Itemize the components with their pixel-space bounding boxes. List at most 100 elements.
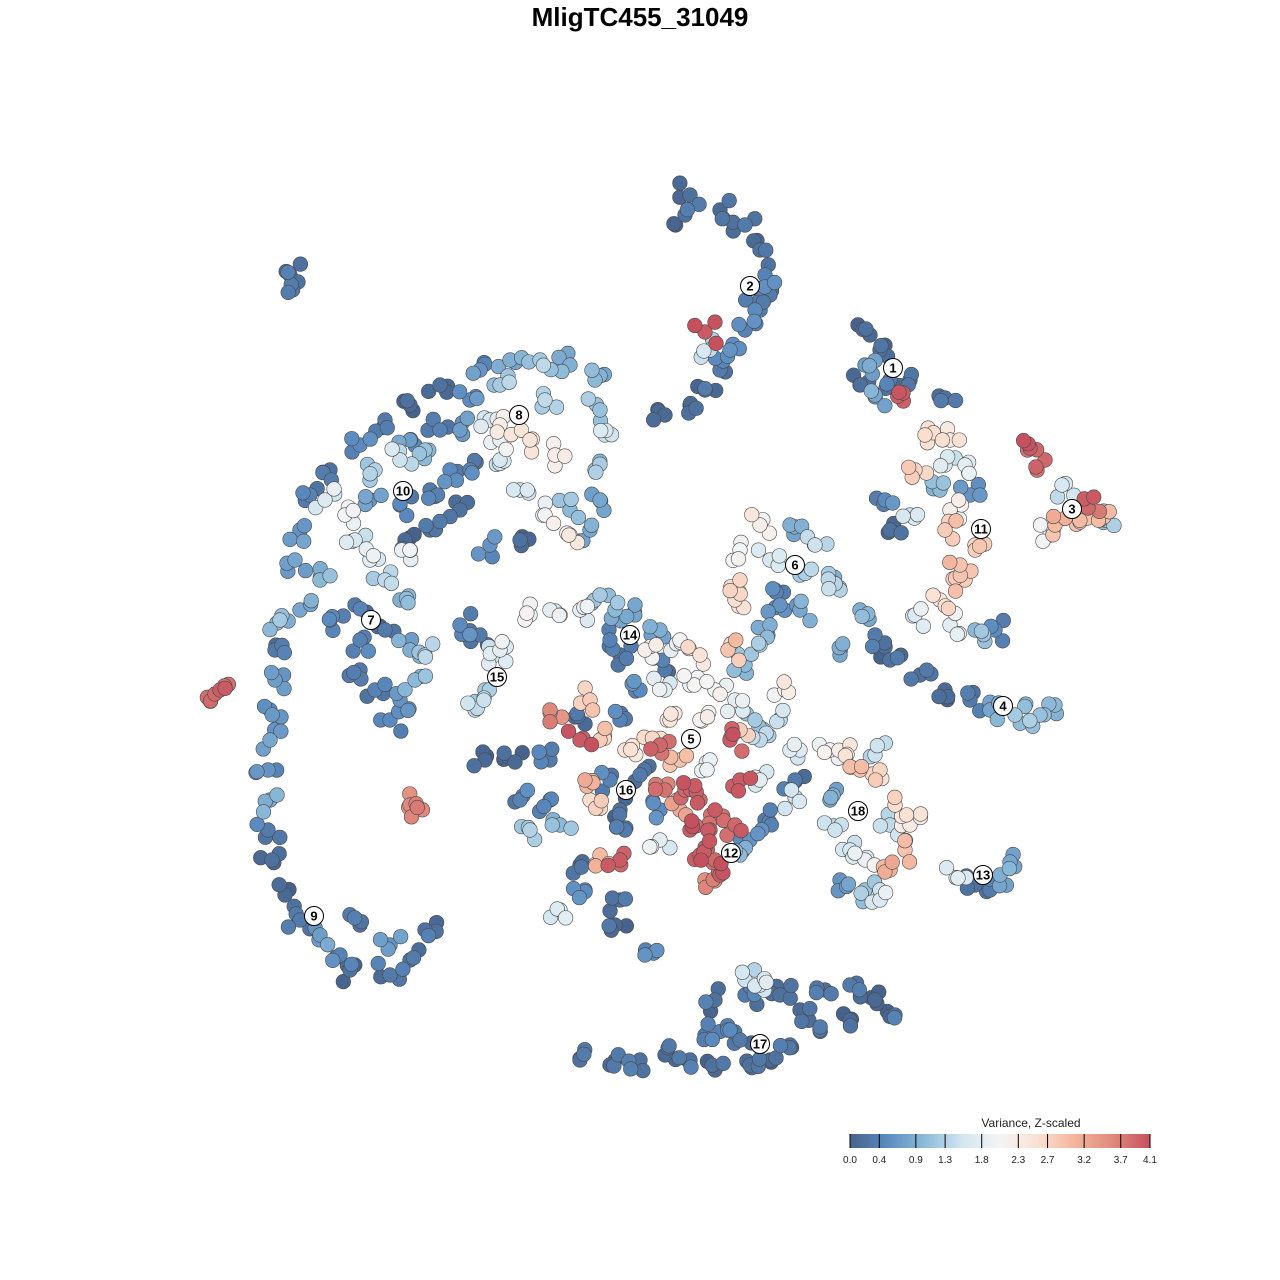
data-point (249, 816, 265, 832)
data-point (626, 673, 642, 690)
data-point (271, 877, 287, 893)
data-point (750, 826, 766, 842)
data-point (487, 529, 503, 545)
data-point (671, 1050, 687, 1066)
data-point (950, 870, 966, 886)
data-point (1017, 698, 1033, 715)
data-point (725, 726, 741, 742)
colorbar (850, 1134, 1150, 1148)
data-point (535, 357, 552, 373)
data-point (452, 422, 468, 438)
data-point (466, 758, 482, 774)
data-point (913, 601, 929, 617)
data-point (940, 600, 957, 616)
data-point (1086, 489, 1102, 505)
data-point (708, 335, 724, 351)
cluster-label-7: 7 (361, 610, 381, 630)
chart-title: MligTC455_31049 (531, 2, 749, 32)
data-point (320, 937, 336, 953)
data-point (611, 806, 628, 823)
cluster-label-text: 8 (515, 408, 522, 423)
data-point (897, 833, 913, 849)
data-point (802, 1001, 818, 1017)
data-point (699, 674, 715, 690)
cluster-label-9: 9 (304, 906, 324, 926)
cluster-label-badge (973, 865, 993, 885)
data-point (678, 748, 695, 764)
data-point (878, 885, 894, 901)
data-point (701, 833, 718, 849)
data-point (933, 458, 949, 474)
data-point (648, 637, 664, 653)
data-point (884, 854, 900, 870)
data-point (317, 492, 333, 508)
data-point (1001, 860, 1017, 877)
data-point (687, 317, 703, 334)
cluster-label-11: 11 (971, 519, 991, 539)
data-point (409, 799, 425, 816)
data-point (411, 446, 427, 462)
cluster-label-badge (1062, 499, 1082, 519)
data-point (734, 743, 750, 759)
cluster-label-12: 12 (721, 843, 741, 863)
cluster-label-14: 14 (620, 625, 640, 645)
data-point (647, 781, 664, 798)
cluster-label-badge (848, 801, 868, 821)
data-point (560, 723, 577, 739)
data-point (925, 587, 941, 603)
data-point (676, 668, 692, 684)
cluster-label-text: 13 (976, 868, 990, 883)
data-point (276, 645, 293, 661)
cluster-label-6: 6 (785, 555, 805, 575)
data-point (597, 720, 613, 737)
cluster-label-text: 15 (490, 670, 504, 685)
data-point (295, 485, 311, 501)
data-point (842, 1018, 859, 1034)
data-point (551, 607, 567, 624)
data-point (775, 702, 791, 719)
data-point (593, 793, 609, 809)
data-point (744, 507, 760, 523)
cluster-label-text: 16 (619, 783, 633, 798)
data-point (937, 522, 953, 538)
data-point (490, 358, 507, 375)
data-point (693, 852, 709, 868)
colorbar-tick-label: 3.2 (1077, 1155, 1091, 1166)
cluster-label-text: 1 (889, 361, 896, 376)
data-point (747, 712, 763, 728)
data-point (1015, 433, 1032, 449)
data-point (762, 802, 778, 818)
data-point (776, 674, 792, 690)
data-point (861, 358, 878, 374)
data-point (571, 889, 588, 906)
data-point (362, 466, 378, 482)
data-point (1032, 517, 1049, 533)
colorbar-legend: Variance, Z-scaled 0.0 0.4 0.9 1.3 1.8 2.3 2.7… (843, 1116, 1157, 1166)
data-point (519, 605, 535, 621)
cluster-label-text: 4 (999, 699, 1007, 714)
data-point (370, 955, 386, 972)
data-point (417, 649, 434, 665)
data-point (563, 820, 579, 836)
data-point (459, 410, 475, 426)
data-point (698, 994, 714, 1010)
data-point (563, 491, 579, 507)
data-point (973, 623, 990, 639)
data-point (383, 575, 400, 591)
data-point (637, 947, 653, 963)
cluster-label-text: 10 (396, 484, 410, 499)
data-point (734, 693, 751, 709)
data-point (895, 508, 911, 524)
data-point (421, 490, 437, 506)
data-point (372, 932, 389, 948)
data-point (867, 992, 883, 1008)
data-point (646, 412, 662, 428)
data-point (584, 362, 600, 378)
data-point (972, 487, 988, 503)
data-point (406, 950, 422, 966)
data-point (377, 676, 393, 693)
data-point (680, 639, 696, 655)
data-point (733, 822, 749, 839)
data-point (816, 815, 833, 831)
data-point (689, 795, 706, 811)
